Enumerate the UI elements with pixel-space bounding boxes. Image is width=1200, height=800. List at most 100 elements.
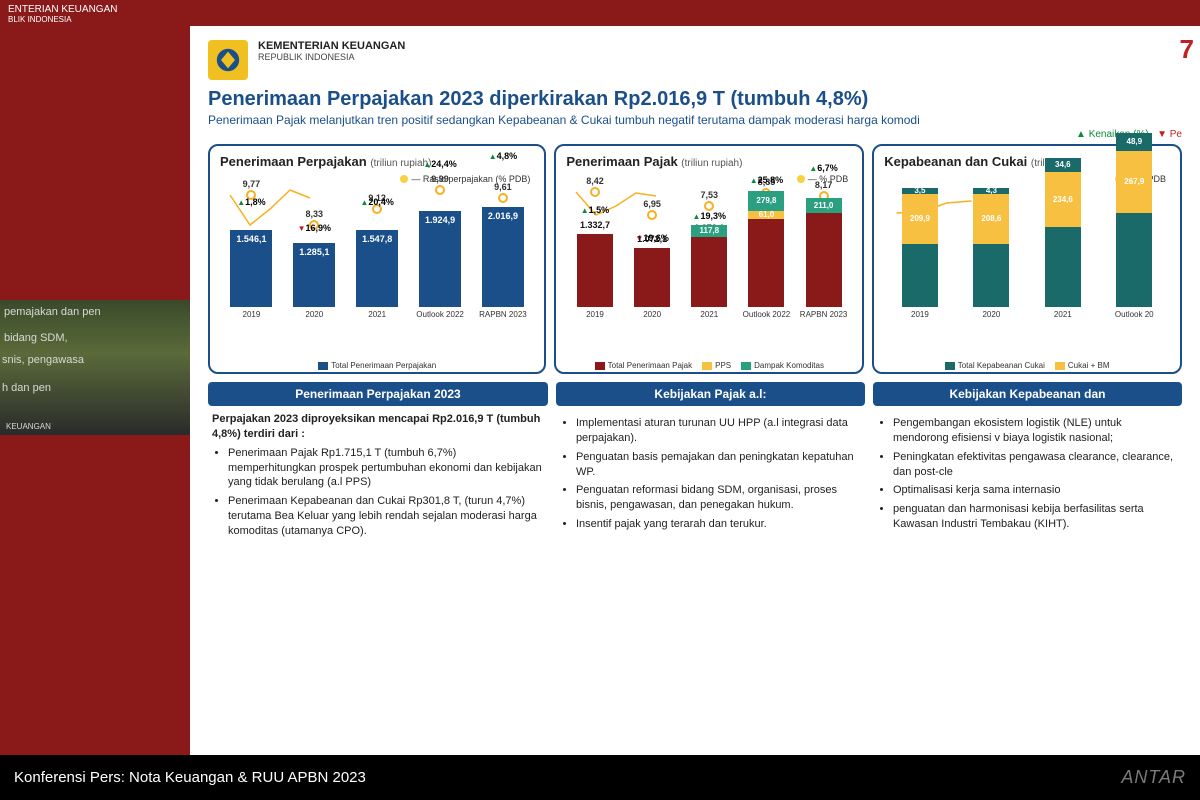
bar-pct: 16,9% [298, 223, 331, 233]
bar: 2.016,9 [482, 207, 524, 307]
info-bullet: Penguatan basis pemajakan dan peningkata… [576, 450, 861, 480]
chart-kepabeanan: Kepabeanan dan Cukai (triliun ru— % PDB1… [872, 144, 1182, 374]
bar-col: 16,9%1.285,12020 [286, 243, 342, 319]
bar-col: 4,8%2.016,9RAPBN 2023 [475, 207, 531, 319]
bar: 1.715,1211,0 [806, 213, 842, 307]
video-thumbnail[interactable]: pemajakan dan pen bidang SDM, snis, peng… [0, 300, 190, 435]
bar-pct: 6,7% [809, 163, 837, 173]
bar-col: 17,7%316,8267,948,9Outlook 20 [1110, 213, 1158, 319]
bar-year: 2021 [1054, 310, 1072, 319]
chart-pajak: Penerimaan Pajak (triliun rupiah)— % PDB… [554, 144, 864, 374]
footer-text: Konferensi Pers: Nota Keuangan & RUU APB… [14, 769, 366, 786]
bar-segment: 279,8 [748, 191, 784, 211]
bar: 316,8267,948,9 [1116, 213, 1152, 307]
bar-segment: 3,5 [902, 188, 938, 194]
bar-col: 20,4%1.547,82021 [349, 230, 405, 319]
bar: 1.278,6117,8 [691, 237, 727, 307]
info-bullet: Pengembangan ekosistem logistik (NLE) un… [893, 416, 1178, 446]
chart-legend: Total Penerimaan PajakPPSDampak Komodita… [556, 361, 862, 370]
bar-segment: 34,6 [1045, 158, 1081, 172]
bar-col: 1,5%1.332,72019 [571, 234, 619, 319]
bar-segment: 4,3 [973, 188, 1009, 194]
bar: 1.285,1 [293, 243, 335, 307]
bar-col: 1,8%1.546,12019 [223, 230, 279, 319]
bar: 213,5209,93,5 [902, 244, 938, 307]
ratio-value: 9,99 [431, 174, 449, 184]
chart-perpajakan: Penerimaan Perpajakan (triliun rupiah)— … [208, 144, 546, 374]
bar-segment: 234,6 [1045, 172, 1081, 227]
ratio-value: 9,61 [494, 182, 512, 192]
bar-year: 2019 [586, 310, 604, 319]
info-col-1: Penerimaan Perpajakan 2023 Perpajakan 20… [208, 382, 548, 745]
bar-year: 2019 [243, 310, 261, 319]
overlay-l1: pemajakan dan pen [4, 306, 101, 318]
bar: 1.547,8 [356, 230, 398, 307]
info-col-2: Kebijakan Pajak a.l: Implementasi aturan… [556, 382, 865, 745]
footer: Konferensi Pers: Nota Keuangan & RUU APB… [0, 755, 1200, 800]
legend-item: Total Penerimaan Perpajakan [318, 361, 436, 370]
info-header-1: Penerimaan Perpajakan 2023 [208, 382, 548, 406]
overlay-l2: bidang SDM, [4, 332, 68, 344]
bar-segment: 117,8 [691, 225, 727, 237]
info-bullet: penguatan dan harmonisasi kebija berfasi… [893, 502, 1178, 532]
info-body-3: Pengembangan ekosistem logistik (NLE) un… [873, 406, 1182, 542]
bar-year: Outlook 20 [1115, 310, 1154, 319]
bar-year: 2021 [700, 310, 718, 319]
info-col-3: Kebijakan Kepabeanan dan Pengembangan ek… [873, 382, 1182, 745]
info-bullet: Penerimaan Kepabeanan dan Cukai Rp301,8 … [228, 494, 544, 539]
bar-year: 2020 [643, 310, 661, 319]
bar-col: 19,6%1.072,12020 [628, 248, 676, 319]
info-row: Penerimaan Perpajakan 2023 Perpajakan 20… [208, 382, 1182, 745]
ratio-value: 8,42 [586, 176, 604, 186]
info-bullet: Penerimaan Pajak Rp1.715,1 T (tumbuh 6,7… [228, 446, 544, 491]
slide: 7 KEMENTERIAN KEUANGAN REPUBLIK INDONESI… [190, 26, 1200, 755]
bar-year: 2020 [982, 310, 1000, 319]
bar-pct: 1,8% [237, 197, 265, 207]
ratio-point [435, 185, 445, 195]
slide-header: KEMENTERIAN KEUANGAN REPUBLIK INDONESIA [208, 40, 1182, 80]
info-body-2: Implementasi aturan turunan UU HPP (a.l … [556, 406, 865, 542]
legend-down: ▼ Pe [1157, 129, 1182, 140]
bar-col: 0,2%213,0208,64,32020 [967, 244, 1015, 319]
bar-pct: 24,4% [423, 159, 456, 169]
bar-year: Outlook 2022 [743, 310, 791, 319]
info-bullet: Penguatan reformasi bidang SDM, organisa… [576, 483, 861, 513]
bar-pct: 19,3% [693, 211, 726, 221]
bar-pct: 4,8% [489, 151, 517, 161]
topbar-line2: BLIK INDONESIA [8, 15, 1192, 24]
bar-col: 3,9%213,5209,93,52019 [896, 244, 944, 319]
ratio-point [590, 187, 600, 197]
bar-pct: 20,4% [360, 197, 393, 207]
info-header-2: Kebijakan Pajak a.l: [556, 382, 865, 406]
bar-col: 24,4%1.924,9Outlook 2022 [412, 211, 468, 319]
bar: 1.924,9 [419, 211, 461, 307]
legend-item: Cukai + BM [1055, 361, 1110, 370]
bar-segment: 209,9 [902, 194, 938, 244]
legend-item: Total Kepabeanan Cukai [945, 361, 1045, 370]
bar-year: RAPBN 2023 [479, 310, 527, 319]
corner-number: 7 [1180, 34, 1194, 65]
bar-value: 1.285,1 [299, 247, 329, 257]
charts-row: Penerimaan Perpajakan (triliun rupiah)— … [208, 144, 1182, 374]
bar-value: 1.546,1 [236, 234, 266, 244]
ratio-value: 8,17 [815, 180, 833, 190]
bar: 1.332,7 [577, 234, 613, 307]
bar-segment: 61,0 [748, 211, 784, 219]
ministry-line2: REPUBLIK INDONESIA [258, 52, 405, 62]
bar-col: 6,7%1.715,1211,0RAPBN 2023 [800, 213, 848, 319]
bar: 1.072,1 [634, 248, 670, 307]
bar-year: Outlook 2022 [416, 310, 464, 319]
overlay-caption: KEUANGAN [6, 422, 51, 431]
bar-pct: 1,5% [581, 205, 609, 215]
watermark: ANTAR [1121, 767, 1186, 788]
top-bar: ENTERIAN KEUANGAN BLIK INDONESIA [0, 0, 1200, 26]
bar-segment: 267,9 [1116, 151, 1152, 213]
legend-item: Total Penerimaan Pajak [595, 361, 693, 370]
info-header-3: Kebijakan Kepabeanan dan [873, 382, 1182, 406]
info-bullet: Optimalisasi kerja sama internasio [893, 483, 1178, 498]
bar-value: 2.016,9 [488, 211, 518, 221]
bar-value: 1.332,7 [580, 220, 610, 230]
bar-segment: 48,9 [1116, 133, 1152, 151]
legend-item: Dampak Komoditas [741, 361, 824, 370]
bar-col: 25,8%1.608,161,0279,8Outlook 2022 [742, 219, 790, 319]
